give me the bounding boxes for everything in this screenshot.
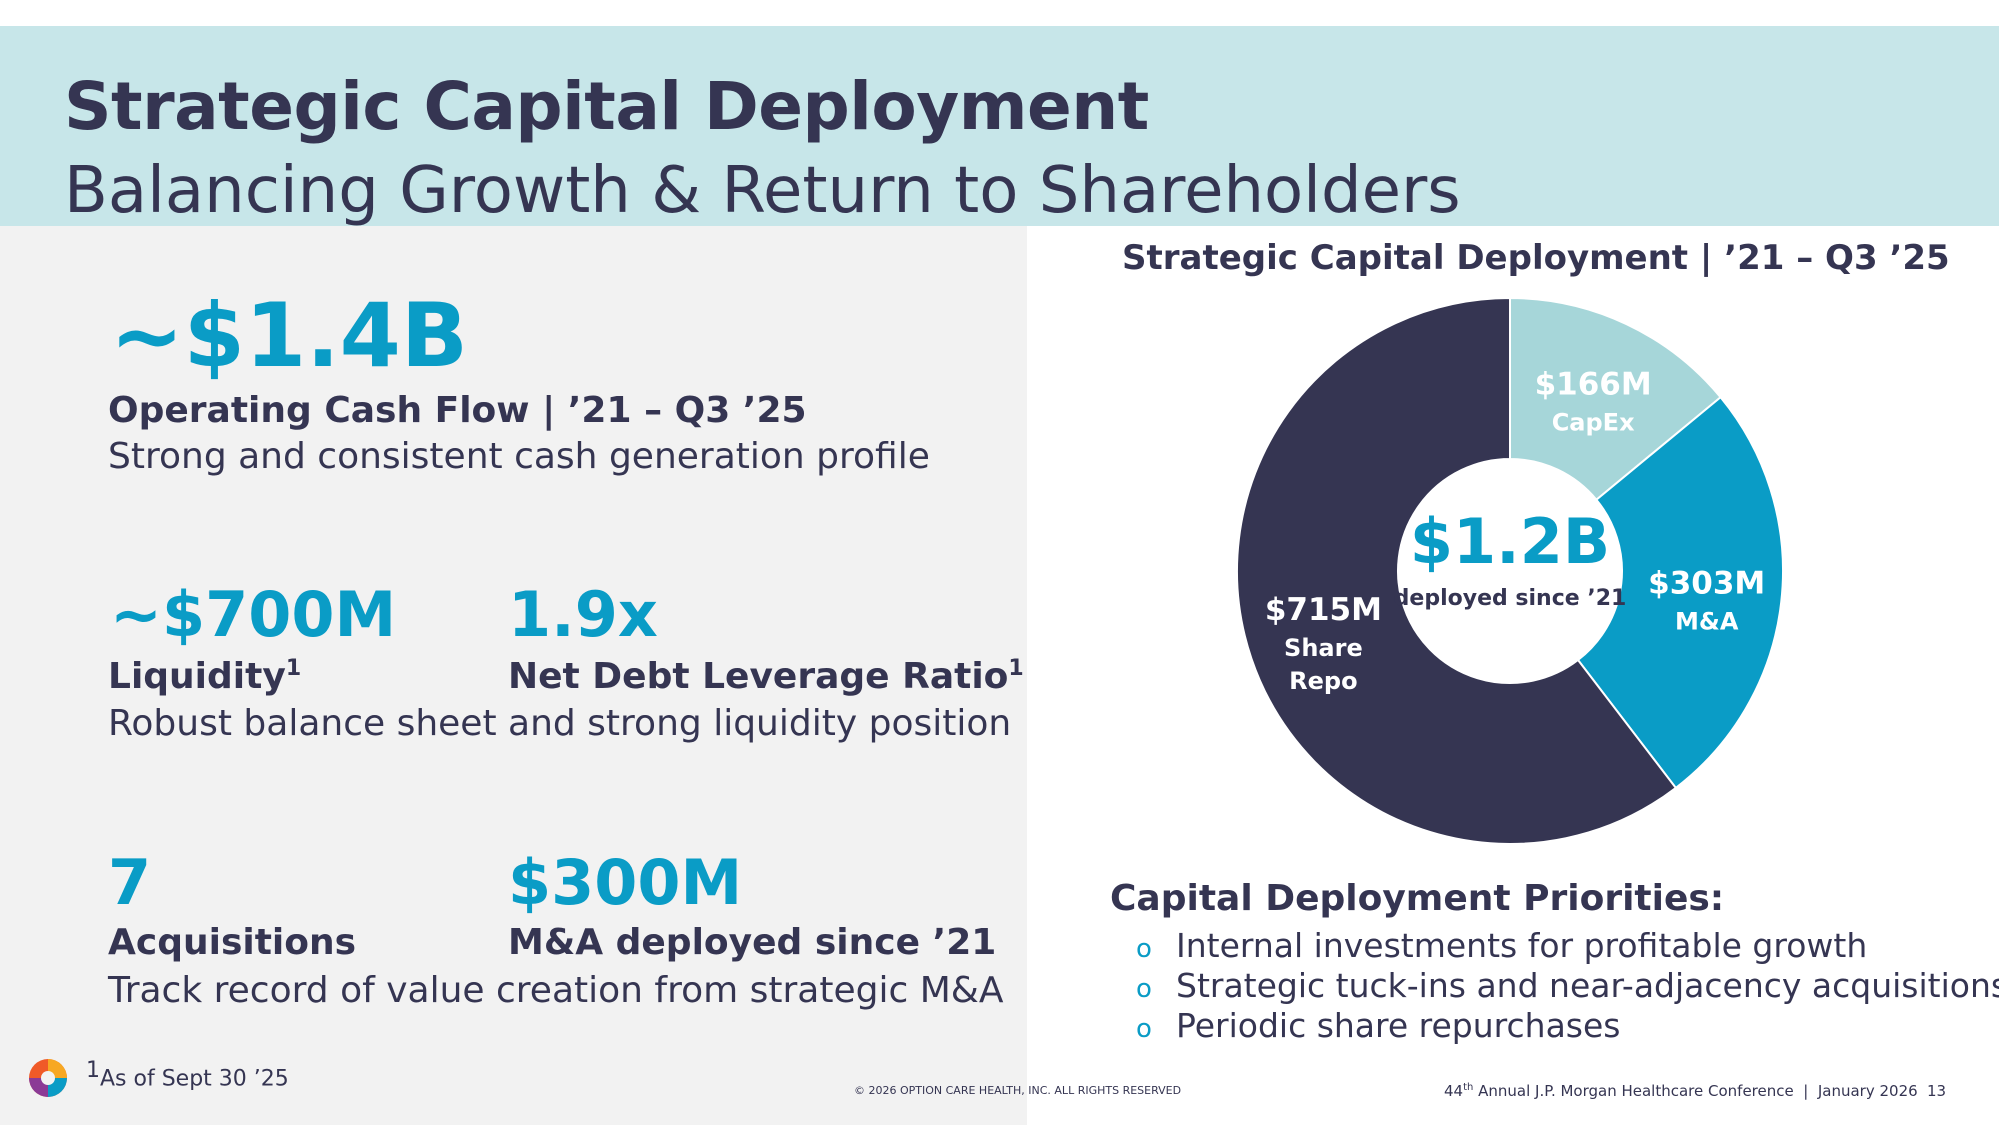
priority-item: o Periodic share repurchases [1136, 1006, 1999, 1046]
priorities-list: o Internal investments for profitable gro… [1136, 926, 1999, 1046]
ma-description: Track record of value creation from stra… [108, 970, 1004, 1011]
key-metrics-panel [0, 226, 1027, 1125]
balance-description: Robust balance sheet and strong liquidit… [108, 703, 1012, 744]
center-total-value: $1.2B [1410, 505, 1610, 578]
slice-name-label: M&A [1675, 608, 1739, 636]
leverage-footnote-mark: 1 [1008, 656, 1024, 681]
liquidity-footnote-mark: 1 [285, 656, 302, 681]
page-subtitle: Balancing Growth & Return to Shareholder… [64, 154, 1461, 228]
donut-chart: $166M CapEx $303M M&A $715M Share Repo $1.2B dep… [1236, 296, 1784, 845]
ocf-description: Strong and consistent cash generation pr… [108, 436, 930, 477]
leverage-value: 1.9x [508, 578, 658, 651]
page-number: 13 [1927, 1082, 1947, 1100]
liquidity-value: ~$700M [110, 578, 397, 651]
slice-value-label: $715M [1265, 592, 1382, 628]
chart-title: Strategic Capital Deployment | ’21 – Q3 … [1122, 238, 1950, 278]
slice-value-label: $166M [1535, 367, 1652, 403]
leverage-label: Net Debt Leverage Ratio1 [508, 656, 1024, 697]
slice-capex [1509, 296, 1722, 502]
bullet-circle-icon: o [1136, 974, 1152, 1004]
center-total-label: deployed since ’21 [1394, 586, 1627, 611]
slice-name-label: Repo [1289, 667, 1357, 695]
priority-item: o Internal investments for profitable gro… [1136, 926, 1999, 966]
slice-value-label: $303M [1648, 566, 1765, 602]
copyright-text: © 2026 OPTION CARE HEALTH, INC. ALL RIGH… [854, 1084, 1182, 1097]
acquisitions-value: 7 [108, 846, 152, 919]
slice-share-repo [1236, 296, 1678, 845]
company-logo-icon [29, 1059, 67, 1097]
ma-value: $300M [508, 846, 743, 919]
slice-name-label: CapEx [1552, 409, 1635, 437]
liquidity-label: Liquidity1 [108, 656, 302, 697]
ma-label: M&A deployed since ’21 [508, 922, 997, 963]
bullet-circle-icon: o [1136, 934, 1152, 964]
conference-label: 44th Annual J.P. Morgan Healthcare Confe… [1444, 1082, 1918, 1100]
footnote: 1As of Sept 30 ’25 [86, 1058, 289, 1092]
bullet-circle-icon: o [1136, 1014, 1152, 1044]
priority-item: o Strategic tuck-ins and near-adjacency a… [1136, 966, 1999, 1006]
slice-m-a [1576, 395, 1784, 790]
ocf-value: ~$1.4B [110, 284, 468, 387]
header-banner: Strategic Capital Deployment Balancing G… [0, 26, 1999, 228]
priorities-title: Capital Deployment Priorities: [1110, 878, 1725, 919]
slice-name-label: Share [1284, 634, 1363, 662]
acquisitions-label: Acquisitions [108, 922, 357, 963]
page-title: Strategic Capital Deployment [64, 68, 1149, 145]
ocf-label: Operating Cash Flow | ’21 – Q3 ’25 [108, 390, 807, 431]
